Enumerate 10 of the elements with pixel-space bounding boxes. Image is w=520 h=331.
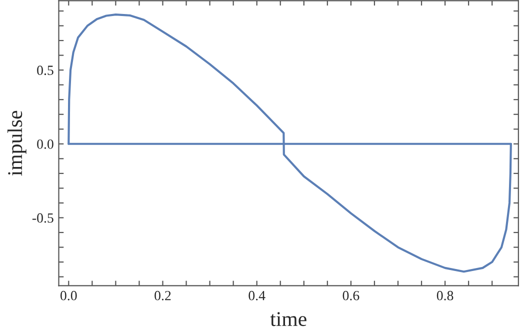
x-tick-label: 0.2 bbox=[154, 290, 171, 300]
y-tick-label: 0.0 bbox=[37, 139, 54, 149]
x-tick-label: 0.6 bbox=[342, 290, 360, 300]
x-tick-label: 0.4 bbox=[248, 290, 266, 300]
y-tick-label: -0.5 bbox=[32, 213, 54, 223]
x-tick-label: 0.0 bbox=[60, 290, 77, 300]
y-tick-label: 0.5 bbox=[37, 66, 54, 76]
y-axis-title: impulse bbox=[7, 110, 26, 176]
x-tick-label: 0.8 bbox=[436, 290, 454, 300]
x-axis-title: time bbox=[270, 312, 306, 326]
